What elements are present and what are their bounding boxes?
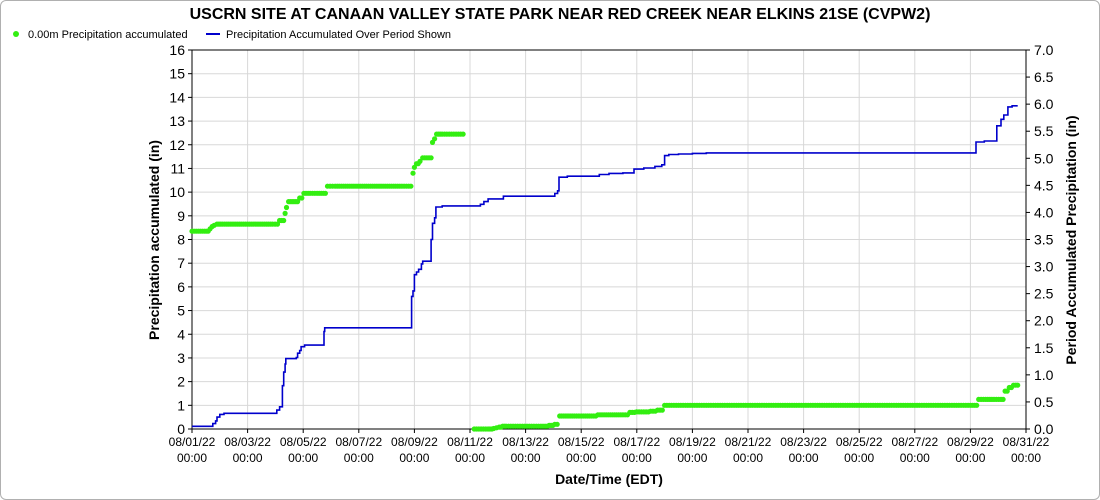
y-left-tick-label: 9 [177,208,185,224]
x-tick-label-time: 00:00 [844,451,874,465]
series-period-accumulated [192,105,1018,428]
y-axis-right-ticks: 0.0 0.5 1.0 1.5 2.0 2.5 3.0 3.5 4.0 4.5 5.0 5.5 6.0 6… [1026,42,1054,437]
data-point [659,407,665,413]
y-left-tick-label: 15 [169,66,185,82]
data-point [460,131,466,137]
data-point [554,421,560,427]
x-axis-ticks: 08/01/22 00:00 08/03/22 00:00 08/05/22 00:00 0… [169,429,1050,465]
y-left-tick-label: 10 [169,184,185,200]
series-precip-accumulated [189,131,1021,432]
y-right-tick-label: 0.0 [1034,421,1054,437]
x-tick-label-time: 00:00 [955,451,985,465]
data-point [1000,396,1006,402]
y-left-tick-label: 7 [177,255,185,271]
x-tick-label-date: 08/19/22 [669,435,716,449]
x-tick-label-time: 00:00 [233,451,263,465]
data-point [410,170,416,176]
y-left-tick-label: 3 [177,350,185,366]
x-tick-label-date: 08/01/22 [169,435,216,449]
legend-swatch-green [13,31,19,37]
series-line-period-accumulated [192,105,1018,428]
y-left-tick-label: 2 [177,374,185,390]
x-axis-label: Date/Time (EDT) [555,471,663,487]
grid-lines [191,49,1027,430]
y-right-tick-label: 7.0 [1034,42,1054,58]
y-right-tick-label: 5.5 [1034,123,1054,139]
x-tick-label-time: 00:00 [177,451,207,465]
y-left-tick-label: 0 [177,421,185,437]
y-left-tick-label: 12 [169,137,185,153]
x-tick-label-date: 08/27/22 [891,435,938,449]
x-tick-label-time: 00:00 [622,451,652,465]
x-tick-label-time: 00:00 [288,451,318,465]
y-right-tick-label: 3.0 [1034,259,1054,275]
y-right-tick-label: 1.0 [1034,367,1054,383]
y-left-tick-label: 14 [169,89,185,105]
y-axis-left-label: Precipitation accumulated (in) [146,140,162,340]
legend-label-1: 0.00m Precipitation accumulated [28,29,188,41]
x-tick-label-time: 00:00 [677,451,707,465]
x-tick-label-time: 00:00 [1011,451,1041,465]
data-point [432,136,438,142]
data-point [281,217,287,224]
y-right-tick-label: 0.5 [1034,394,1054,410]
x-tick-label-date: 08/03/22 [224,435,271,449]
y-right-tick-label: 4.5 [1034,177,1054,193]
y-right-tick-label: 6.5 [1034,69,1054,85]
x-tick-label-time: 00:00 [455,451,485,465]
y-right-tick-label: 6.0 [1034,96,1054,112]
data-point [322,190,328,196]
x-tick-label-time: 00:00 [399,451,429,465]
x-tick-label-date: 08/29/22 [947,435,994,449]
x-tick-label-date: 08/31/22 [1003,435,1050,449]
data-point [1015,382,1021,388]
y-right-tick-label: 1.5 [1034,340,1054,356]
legend: 0.00m Precipitation accumulated Precipit… [13,29,451,41]
data-point [299,195,305,201]
data-point [428,155,434,161]
data-point [283,204,290,211]
x-tick-label-date: 08/17/22 [613,435,660,449]
x-tick-label-date: 08/15/22 [558,435,605,449]
y-left-tick-label: 4 [177,326,185,342]
y-left-tick-label: 6 [177,279,185,295]
x-tick-label-time: 00:00 [733,451,763,465]
x-tick-label-date: 08/11/22 [447,435,493,449]
y-right-tick-label: 5.0 [1034,150,1054,166]
x-tick-label-date: 08/23/22 [780,435,827,449]
y-left-tick-label: 8 [177,232,185,248]
x-tick-label-date: 08/25/22 [836,435,883,449]
x-tick-label-date: 08/21/22 [725,435,772,449]
data-point [408,183,414,189]
data-point [417,158,423,164]
x-tick-label-time: 00:00 [344,451,374,465]
x-tick-label-date: 08/07/22 [335,435,382,449]
y-axis-right-label: Period Accumulated Precipitation (in) [1063,115,1079,364]
y-right-tick-label: 3.5 [1034,232,1054,248]
x-tick-label-date: 08/05/22 [280,435,327,449]
y-left-tick-label: 16 [169,42,185,58]
y-right-tick-label: 2.0 [1034,313,1054,329]
x-tick-label-date: 08/09/22 [391,435,438,449]
x-tick-label-time: 00:00 [511,451,541,465]
legend-label-2: Precipitation Accumulated Over Period Sh… [226,29,451,41]
data-point [282,210,288,216]
x-tick-label-time: 00:00 [566,451,596,465]
y-left-tick-label: 5 [177,303,185,319]
x-tick-label-date: 08/13/22 [502,435,549,449]
y-left-tick-label: 11 [170,160,185,176]
y-right-tick-label: 2.5 [1034,286,1054,302]
y-left-tick-label: 1 [177,397,185,413]
data-point [974,402,980,408]
chart-title: USCRN SITE AT CANAAN VALLEY STATE PARK N… [190,6,931,23]
y-right-tick-label: 4.0 [1034,204,1054,220]
x-tick-label-time: 00:00 [900,451,930,465]
y-left-tick-label: 13 [169,113,185,129]
x-tick-label-time: 00:00 [789,451,819,465]
